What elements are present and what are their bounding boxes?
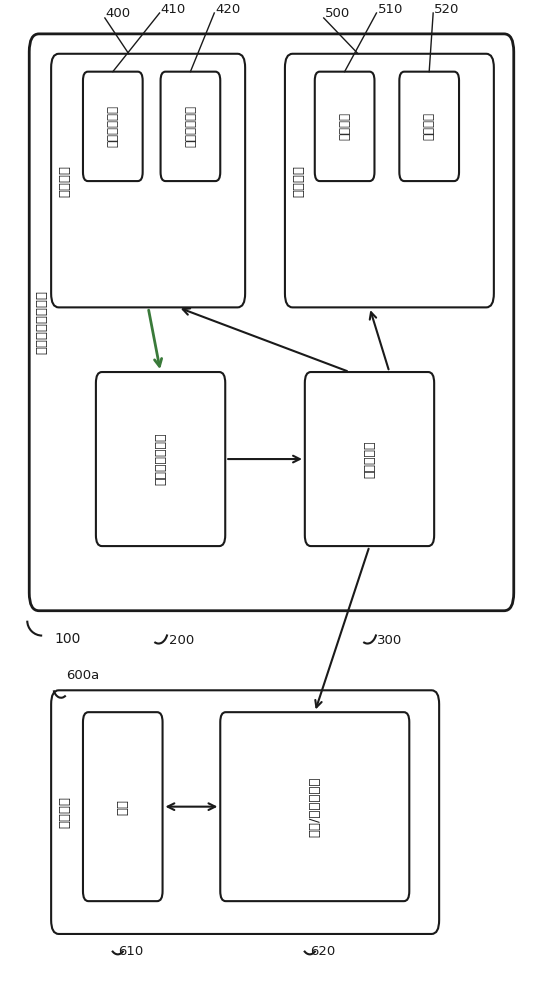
Text: 动能回充控制器: 动能回充控制器 <box>154 433 167 485</box>
Text: 第二负载: 第二负载 <box>422 112 435 140</box>
Text: 第一储能元件: 第一储能元件 <box>106 105 119 147</box>
Text: 620: 620 <box>310 945 335 958</box>
Text: 第一负载: 第一负载 <box>338 112 351 140</box>
Text: 300: 300 <box>377 634 403 647</box>
Text: 200: 200 <box>168 634 194 647</box>
FancyBboxPatch shape <box>29 34 514 611</box>
Text: 520: 520 <box>434 3 459 16</box>
Text: 600a: 600a <box>66 669 99 682</box>
Text: 马达: 马达 <box>116 799 129 815</box>
Text: 直流/交流转换器: 直流/交流转换器 <box>308 776 321 837</box>
FancyBboxPatch shape <box>83 72 143 181</box>
Text: 420: 420 <box>215 3 241 16</box>
Text: 储能装置: 储能装置 <box>59 165 72 197</box>
FancyBboxPatch shape <box>399 72 459 181</box>
Text: 负载装置: 负载装置 <box>292 165 305 197</box>
FancyBboxPatch shape <box>315 72 375 181</box>
FancyBboxPatch shape <box>161 72 220 181</box>
FancyBboxPatch shape <box>51 690 439 934</box>
Text: 分配功率器: 分配功率器 <box>363 440 376 478</box>
Text: 510: 510 <box>377 3 403 16</box>
Text: 第二储能元件: 第二储能元件 <box>184 105 197 147</box>
FancyBboxPatch shape <box>285 54 494 307</box>
FancyBboxPatch shape <box>96 372 225 546</box>
Text: 动力系统: 动力系统 <box>59 796 72 828</box>
FancyBboxPatch shape <box>83 712 162 901</box>
Text: 100: 100 <box>54 632 80 646</box>
Text: 500: 500 <box>325 7 350 20</box>
Text: 410: 410 <box>161 3 186 16</box>
FancyBboxPatch shape <box>305 372 434 546</box>
FancyBboxPatch shape <box>51 54 245 307</box>
Text: 动能回充控制系统: 动能回充控制系统 <box>36 290 49 354</box>
Text: 610: 610 <box>118 945 143 958</box>
FancyBboxPatch shape <box>220 712 409 901</box>
Text: 400: 400 <box>106 7 131 20</box>
